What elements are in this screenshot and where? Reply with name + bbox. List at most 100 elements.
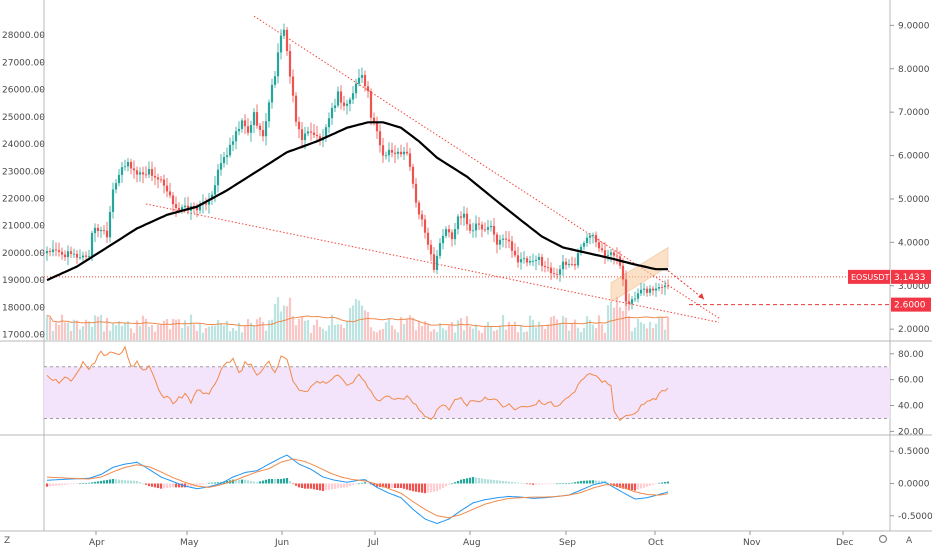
candle-body [240,120,244,129]
macd-histogram-bar [69,483,73,485]
macd-histogram-bar [423,483,427,494]
volume-bars [45,296,670,340]
volume-bar [159,324,163,340]
macd-tick-label: -0.5000 [898,512,932,522]
timezone-badge[interactable]: Z [4,536,10,546]
macd-histogram-bar [621,483,625,489]
candle-body [357,77,361,84]
macd-histogram-bar [648,483,652,486]
candle-body [144,174,148,176]
volume-bar [474,324,478,340]
macd-histogram-bar [177,483,181,488]
candle-body [138,172,142,175]
macd-histogram-bar [348,483,352,487]
candle-body [66,251,70,258]
macd-histogram-bar [90,482,94,484]
macd-histogram-bar [159,483,163,489]
macd-histogram-bar [657,482,661,484]
macd-histogram-bar [81,483,85,484]
macd-histogram-bar [447,483,451,485]
candle-body [72,253,76,255]
candle-body [654,288,658,291]
volume-bar [252,325,256,340]
macd-histogram-bar [396,483,400,489]
candle-body [63,254,67,258]
settings-gear-icon[interactable] [878,534,888,544]
volume-bar [405,319,409,340]
candle-body [126,162,130,167]
volume-bar [624,298,628,340]
macd-histogram-bar [111,478,115,484]
macd-panel[interactable] [45,454,670,525]
macd-histogram-bar [213,482,217,484]
macd-histogram-bar [174,483,178,488]
candle-body [225,155,229,158]
volume-bar [465,316,469,340]
macd-histogram-bar [48,483,52,487]
macd-histogram-bar [78,483,82,485]
candle-body [441,235,445,244]
volume-bar [201,332,205,340]
macd-histogram-bar [105,479,109,484]
macd-histogram-bar [330,483,334,490]
macd-histogram-bar [315,483,319,490]
volume-bar [261,321,265,340]
macd-histogram-bar [660,482,664,484]
volume-bar [189,314,193,340]
macd-histogram-bar [510,481,514,484]
volume-bar [285,306,289,340]
candle-body [120,167,124,175]
right-tick-label: 9.0000 [898,21,930,31]
volume-bar [450,322,454,340]
macd-histogram-bar [627,483,631,490]
volume-bar [639,322,643,340]
candle-body [627,301,631,304]
candle-body [453,229,457,240]
macd-histogram-bar [51,483,55,487]
candle-body [495,234,499,245]
candle-body [576,253,580,266]
candle-body [270,84,274,103]
drawing-tools[interactable] [44,15,890,323]
macd-histogram-bar [165,483,169,489]
macd-histogram-bar [210,482,214,484]
macd-histogram-bar [414,483,418,492]
auto-scale-button[interactable]: A [906,536,913,546]
volume-bar [429,331,433,340]
macd-histogram-bar [252,481,256,484]
candle-body [660,287,664,288]
candle-body [264,121,268,137]
macd-histogram-bar [294,483,298,486]
macd-histogram-bar [477,478,481,484]
candle-body [423,219,427,233]
volume-bar [642,323,646,340]
volume-bar [294,325,298,340]
candle-body [57,250,61,252]
volume-bar [582,327,586,340]
left-tick-label: 20000.00 [2,249,45,259]
volume-bar [660,316,664,340]
channel-band [610,246,669,303]
left-tick-label: 19000.00 [2,276,45,286]
macd-histogram-bar [525,483,529,485]
macd-histogram-bar [405,483,409,490]
volume-bar [363,310,367,340]
right-tick-label: 7.0000 [898,108,930,118]
left-tick-label: 27000.00 [2,58,45,68]
candle-body [156,177,160,180]
candle-body [84,255,88,257]
left-tick-label: 23000.00 [2,167,45,177]
macd-histogram-bar [144,483,148,485]
macd-histogram-bar [468,477,472,484]
candle-body [465,213,469,225]
volume-bar [513,321,517,340]
candle-body [528,261,532,263]
macd-histogram-bar [234,479,238,484]
candle-body [438,243,442,256]
rsi-panel[interactable] [44,345,890,422]
candle-body [249,125,253,133]
left-tick-label: 28000.00 [2,31,45,41]
macd-histogram-bar [462,478,466,484]
